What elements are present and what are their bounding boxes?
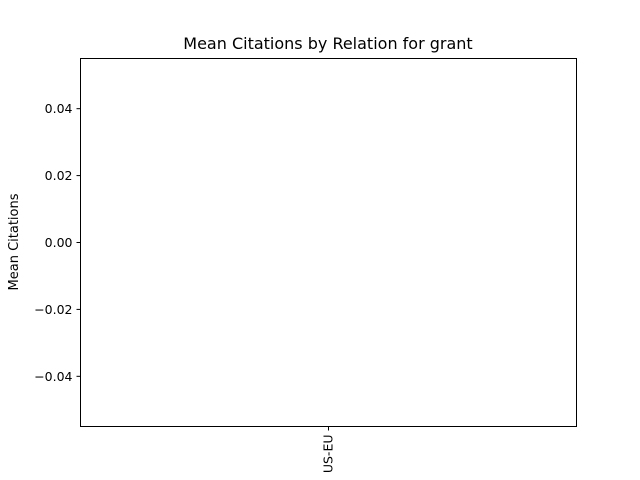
x-axis-ticks: US-EU <box>321 426 336 474</box>
x-tick-label: US-EU <box>321 435 336 474</box>
y-tick-label: −0.04 <box>34 369 72 384</box>
y-axis-ticks: 0.04 0.02 0.00 −0.02 −0.04 <box>34 101 81 384</box>
y-tick-label: 0.00 <box>45 235 73 250</box>
y-tick-label: 0.04 <box>45 101 73 116</box>
chart-title: Mean Citations by Relation for grant <box>183 34 472 53</box>
y-tick-label: −0.02 <box>34 302 72 317</box>
plot-area-frame <box>80 58 577 427</box>
y-tick-label: 0.02 <box>45 168 73 183</box>
y-axis-label: Mean Citations <box>7 193 22 290</box>
